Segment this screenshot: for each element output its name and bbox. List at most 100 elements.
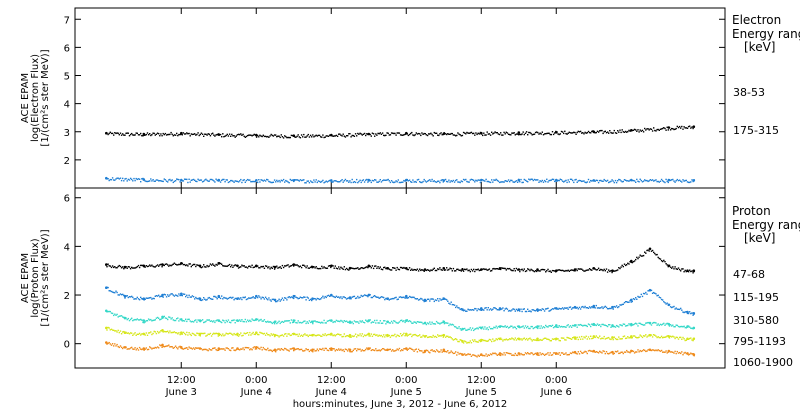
data-dot [442,350,444,352]
data-dot [545,353,547,356]
data-dot [459,181,461,184]
data-dot [304,296,306,298]
data-dot [422,299,424,301]
data-dot [338,320,340,322]
data-dot [210,335,213,337]
x-tick-day-label: June 5 [465,387,497,398]
data-dot [198,334,200,336]
data-dot [552,178,555,181]
data-dot [325,180,327,182]
data-dot [446,351,448,353]
data-point [555,324,558,327]
data-dot [476,309,478,312]
data-dot [297,265,299,267]
proton-legend-entry-1060-1900: 1060-1900 [733,356,793,369]
data-dot [387,132,389,134]
data-dot [604,270,606,272]
data-dot [433,180,435,182]
data-dot [309,334,312,336]
data-dot [456,305,458,307]
data-dot [406,349,408,351]
data-dot [240,320,242,322]
data-dot [388,334,390,337]
data-dot [367,295,369,298]
data-dot [258,295,260,297]
data-dot [440,349,442,351]
data-dot [566,307,568,309]
data-dot [271,298,273,301]
data-dot [575,178,577,181]
data-dot [456,134,458,137]
data-dot [118,294,120,296]
data-dot [550,354,552,356]
data-dot [123,268,125,270]
data-dot [267,267,269,269]
data-dot [524,270,527,273]
data-dot [450,180,452,182]
data-dot [198,134,200,137]
data-dot [110,290,113,293]
data-dot [510,269,512,271]
data-dot [476,356,478,358]
data-dot [453,181,456,183]
data-dot [498,181,501,184]
data-dot [177,264,179,266]
data-dot [432,323,434,325]
data-dot [478,133,480,135]
data-dot [251,264,253,266]
data-dot [479,181,482,184]
data-dot [349,180,351,182]
data-dot [414,349,416,351]
data-dot [336,333,339,335]
data-dot [529,269,531,272]
data-dot [170,318,172,320]
data-dot [448,324,450,327]
data-dot [527,352,529,354]
data-dot [466,131,468,134]
data-dot [596,130,599,132]
x-tick-time-label: 0:00 [395,375,417,386]
data-dot [430,180,432,182]
data-dot [363,322,366,324]
data-dot [371,349,374,351]
electron-legend-entry-175-315: 175-315 [733,124,779,137]
data-dot [359,348,361,350]
data-dot [156,346,159,348]
data-point [105,341,108,344]
data-dot [419,268,421,270]
data-dot [342,133,344,135]
data-dot [644,251,646,253]
data-dot [596,179,599,182]
data-dot [385,134,387,136]
data-dot [366,347,368,349]
data-dot [471,179,474,181]
data-dot [261,332,263,334]
data-dot [530,178,532,180]
data-dot [426,134,429,137]
data-dot [425,134,428,136]
data-dot [376,334,378,336]
data-dot [691,270,693,272]
data-dot [591,130,593,133]
data-dot [233,299,235,301]
data-dot [446,335,448,337]
data-dot [459,328,461,330]
data-dot [677,308,680,310]
data-dot [621,325,623,327]
data-point [123,294,127,298]
data-dot [290,348,293,350]
data-dot [549,133,551,136]
data-dot [162,331,164,333]
data-dot [680,336,682,339]
data-dot [141,178,143,180]
data-dot [145,180,147,183]
data-dot [207,180,209,182]
data-dot [640,350,642,353]
data-point [348,267,352,270]
data-dot [163,315,165,318]
data-point [311,348,314,352]
data-dot [690,270,692,273]
data-dot [431,321,433,323]
data-dot [257,346,259,348]
data-dot [621,303,623,306]
